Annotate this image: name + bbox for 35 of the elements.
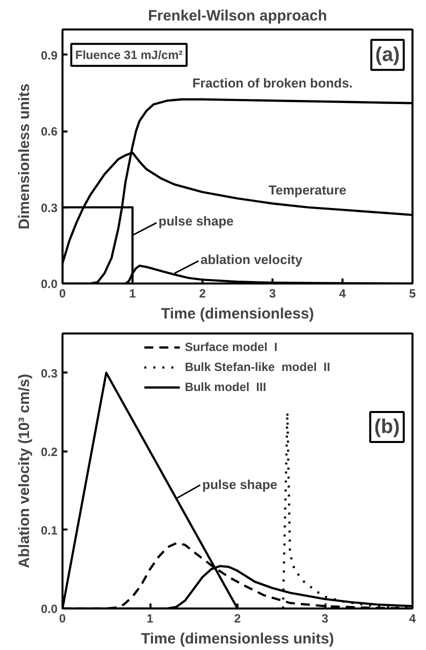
x-tick-label: 1	[129, 286, 136, 300]
y-tick-label: 0.0	[40, 602, 58, 616]
chart-title: Frenkel-Wilson approach	[148, 8, 328, 24]
legend-label: Surface model I	[184, 340, 278, 354]
x-axis-title: Time (dimensionless)	[160, 306, 314, 322]
y-tick-label: 0.0	[40, 277, 58, 291]
y-tick-label: 0.2	[40, 444, 58, 459]
x-tick-label: 3	[322, 612, 329, 626]
x-tick-label: 5	[409, 286, 416, 300]
y-tick-label: 0.9	[40, 48, 58, 62]
series-label: Temperature	[268, 182, 346, 198]
y-tick-label: 0.6	[40, 124, 58, 139]
annotation: (b)	[374, 416, 400, 438]
y-tick-label: 0.1	[40, 523, 58, 538]
annotation: ablation velocity	[200, 252, 304, 267]
x-tick-label: 0	[59, 286, 66, 300]
x-tick-label: 0	[59, 612, 66, 626]
y-tick-label: 0.3	[40, 200, 58, 215]
y-axis-title: Ablation velocity (10³ cm/s)	[16, 374, 33, 568]
legend-label: Bulk model III	[184, 380, 266, 394]
x-tick-label: 2	[234, 612, 242, 626]
y-axis-title: Dimensionless units	[16, 84, 33, 230]
annotation: pulse shape	[202, 477, 278, 492]
x-tick-label: 1	[146, 612, 154, 626]
y-tick-label: 0.3	[40, 366, 58, 380]
x-tick-label: 4	[409, 612, 416, 626]
annotation: pulse shape	[158, 214, 234, 229]
x-tick-label: 3	[269, 286, 276, 300]
annotation: Fluence 31 mJ/cm²	[75, 48, 183, 62]
x-axis-title: Time (dimensionless units)	[140, 630, 334, 648]
annotation: (a)	[375, 44, 400, 66]
series-label: Fraction of broken bonds.	[192, 76, 353, 91]
x-tick-label: 4	[339, 286, 346, 300]
legend-label: Bulk Stefan-like model II	[184, 360, 330, 374]
x-tick-label: 2	[199, 286, 206, 300]
